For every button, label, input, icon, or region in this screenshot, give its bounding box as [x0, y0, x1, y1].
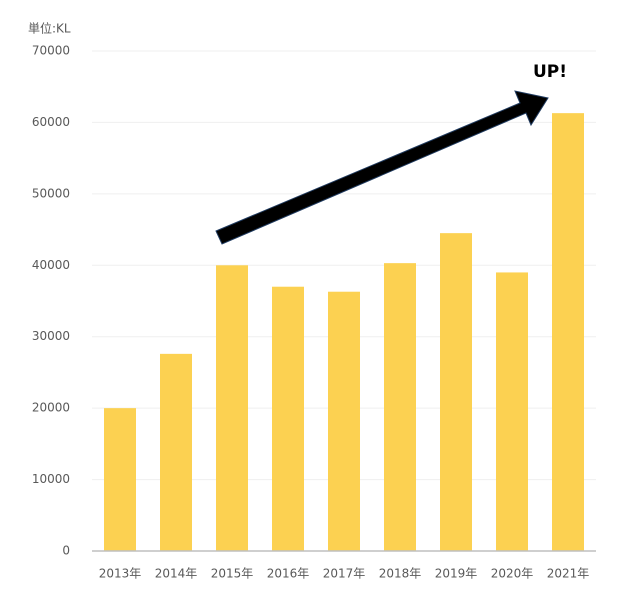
x-tick-label: 2016年: [267, 567, 310, 581]
x-tick-label: 2015年: [211, 567, 254, 581]
y-tick-label: 60000: [32, 115, 70, 129]
plot-area: 0 10000 20000 30000 40000 50000 60000 70000 2013…: [32, 44, 596, 581]
bar: [272, 286, 304, 551]
bar: [104, 408, 136, 551]
y-tick-label: 20000: [32, 401, 70, 415]
x-tick-label: 2021年: [547, 567, 590, 581]
x-tick-label: 2019年: [435, 567, 478, 581]
bar: [496, 272, 528, 551]
up-arrow: [215, 90, 549, 245]
bar: [440, 233, 472, 551]
y-tick-label: 10000: [32, 472, 70, 486]
x-tick-label: 2020年: [491, 567, 534, 581]
x-tick-label: 2018年: [379, 567, 422, 581]
bar: [552, 113, 584, 552]
bar: [328, 291, 360, 551]
x-tick-label: 2014年: [155, 567, 198, 581]
y-tick-label: 40000: [32, 258, 70, 272]
x-tick-label: 2017年: [323, 567, 366, 581]
y-tick-label: 30000: [32, 329, 70, 343]
y-tick-label: 70000: [32, 44, 70, 58]
y-tick-label: 50000: [32, 186, 70, 200]
bar: [216, 265, 248, 551]
unit-label: 単位:KL: [28, 21, 71, 36]
annotation: UP!: [533, 62, 567, 82]
bar: [384, 263, 416, 551]
bar: [160, 353, 192, 551]
x-tick-label: 2013年: [99, 567, 142, 581]
y-tick-label: 0: [62, 544, 70, 558]
